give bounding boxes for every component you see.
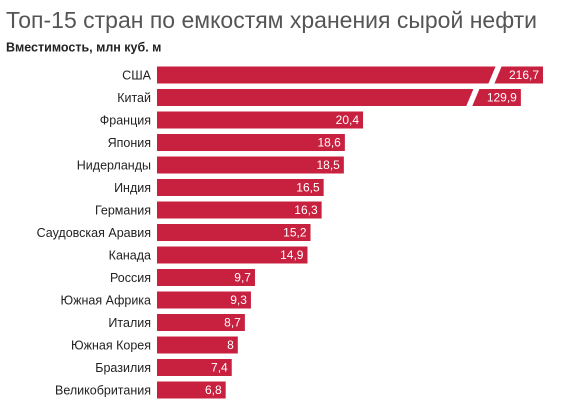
value-label: 15,2 [283, 226, 307, 240]
y-tick-label: Франция [100, 113, 151, 127]
bar [157, 359, 232, 376]
y-tick-label: Нидерланды [77, 158, 151, 172]
y-tick-label: Южная Африка [61, 293, 152, 307]
bar [157, 66, 544, 84]
bar [157, 246, 308, 264]
axis-break [465, 88, 480, 107]
y-tick-label: США [122, 68, 151, 82]
y-tick-label: Германия [95, 203, 151, 217]
value-label: 18,6 [318, 136, 342, 150]
bar [157, 156, 344, 174]
value-label: 6,8 [205, 383, 222, 397]
value-label: 8 [227, 338, 234, 352]
y-tick-label: Южная Корея [71, 338, 151, 352]
bar [157, 291, 251, 309]
bar [157, 336, 238, 354]
value-label: 18,5 [316, 158, 340, 172]
value-label: 9,7 [234, 271, 251, 285]
bar [157, 224, 311, 241]
y-tick-label: Индия [114, 181, 151, 195]
y-tick-label: Бразилия [95, 361, 151, 375]
bar [157, 314, 245, 331]
value-label: 14,9 [280, 248, 304, 262]
value-label: 9,3 [230, 293, 247, 307]
axis-break [488, 65, 503, 85]
chart-title: Топ-15 стран по емкостям хранения сырой … [6, 7, 537, 33]
value-label: 16,5 [296, 181, 320, 195]
chart-subtitle: Вместимость, млн куб. м [6, 40, 161, 54]
bar [157, 269, 255, 286]
bar [157, 111, 364, 129]
value-label: 8,7 [224, 316, 241, 330]
y-tick-label: Великобритания [55, 383, 151, 397]
y-tick-label: Китай [117, 91, 151, 105]
y-tick-label: Канада [109, 248, 151, 262]
y-tick-label: Саудовская Аравия [37, 226, 151, 240]
value-label: 20,4 [336, 113, 360, 127]
bar [157, 381, 226, 399]
bar [157, 134, 345, 151]
y-tick-label: Италия [108, 316, 151, 330]
bar [157, 201, 322, 219]
bar [157, 179, 324, 196]
value-label: 129,9 [487, 91, 517, 105]
y-tick-label: Россия [110, 271, 151, 285]
value-label: 16,3 [294, 203, 318, 217]
value-label: 216,7 [509, 68, 539, 82]
bar [157, 89, 521, 106]
value-label: 7,4 [211, 361, 228, 375]
y-tick-label: Япония [108, 136, 151, 150]
